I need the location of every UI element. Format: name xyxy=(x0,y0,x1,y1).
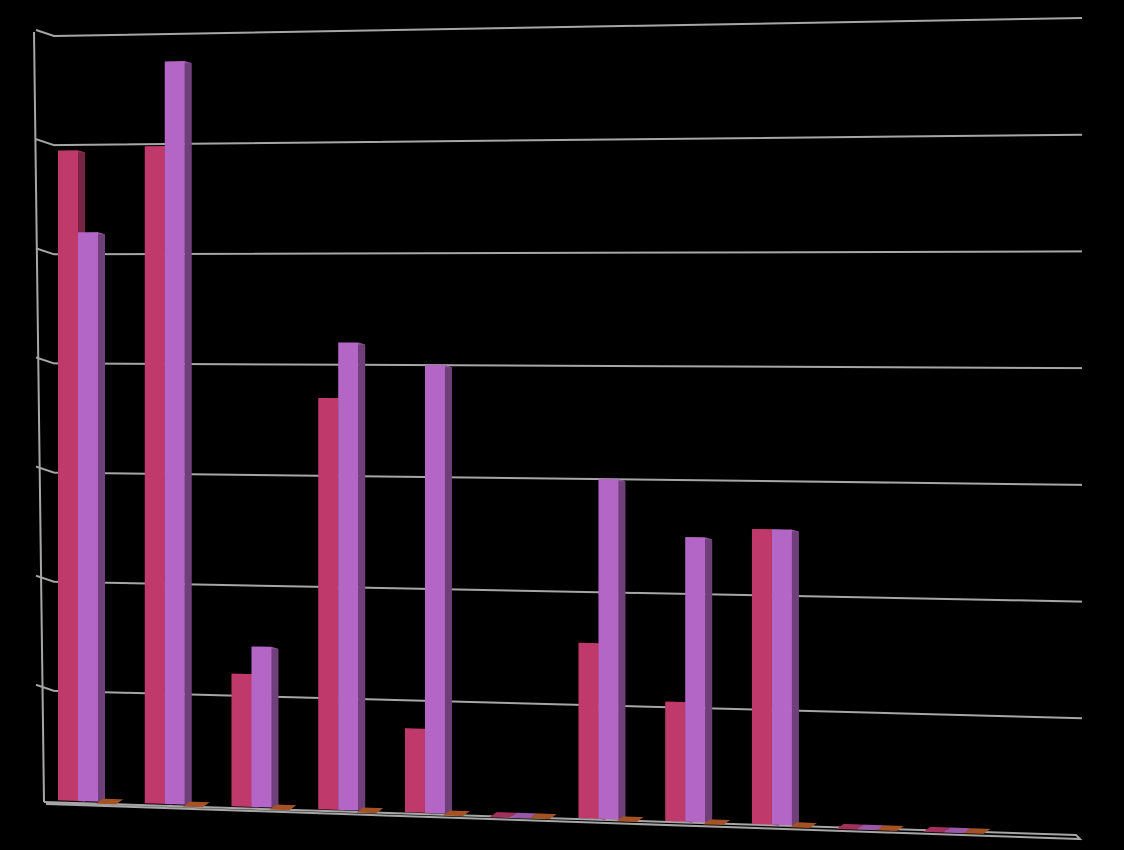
floor-edge xyxy=(43,801,1083,841)
gridline xyxy=(35,356,1083,370)
gridline xyxy=(35,574,1083,603)
bar-flat xyxy=(836,823,864,830)
bar-flat xyxy=(96,798,123,805)
bar-side xyxy=(271,646,279,809)
gridline xyxy=(35,17,1083,38)
bar-side xyxy=(791,529,799,827)
bar-flat xyxy=(529,813,557,820)
bar-series-group xyxy=(58,61,991,834)
bar xyxy=(231,673,252,807)
bar-flat xyxy=(509,812,537,819)
gridline xyxy=(35,133,1083,147)
bar xyxy=(404,728,425,813)
bar-flat xyxy=(489,812,517,818)
bar xyxy=(318,397,339,810)
bar xyxy=(598,479,619,820)
bar-side xyxy=(98,232,105,803)
bar-flat xyxy=(923,826,951,833)
gridline xyxy=(35,683,1083,720)
bar xyxy=(424,365,445,814)
bar xyxy=(685,537,706,823)
chart-walls xyxy=(33,31,1083,841)
bar-flat xyxy=(943,827,971,834)
bar-flat xyxy=(269,804,297,811)
bar-flat xyxy=(182,801,210,808)
bar xyxy=(164,61,185,805)
bar xyxy=(578,642,599,819)
bar-flat xyxy=(703,819,731,826)
bar xyxy=(665,701,686,822)
bar-side xyxy=(618,479,626,821)
bar-side xyxy=(444,365,452,815)
bar-flat xyxy=(442,810,470,817)
vertical-axis-line xyxy=(33,31,45,803)
bar-flat xyxy=(876,825,904,831)
bar-side xyxy=(358,342,366,812)
bar xyxy=(338,342,359,811)
bar xyxy=(78,232,98,802)
bar xyxy=(58,150,78,801)
bar xyxy=(251,646,272,808)
bar-side xyxy=(184,61,192,806)
bar-side xyxy=(705,537,713,824)
gridline xyxy=(35,247,1083,256)
bar xyxy=(751,528,772,825)
bar xyxy=(144,146,165,804)
gridline xyxy=(35,465,1083,486)
bar-flat xyxy=(356,807,384,814)
bar-flat xyxy=(616,816,644,823)
bar xyxy=(771,529,792,826)
bar-flat xyxy=(856,824,884,831)
bar-flat xyxy=(789,822,817,828)
gridlines xyxy=(35,17,1083,720)
bar-flat xyxy=(963,828,991,834)
